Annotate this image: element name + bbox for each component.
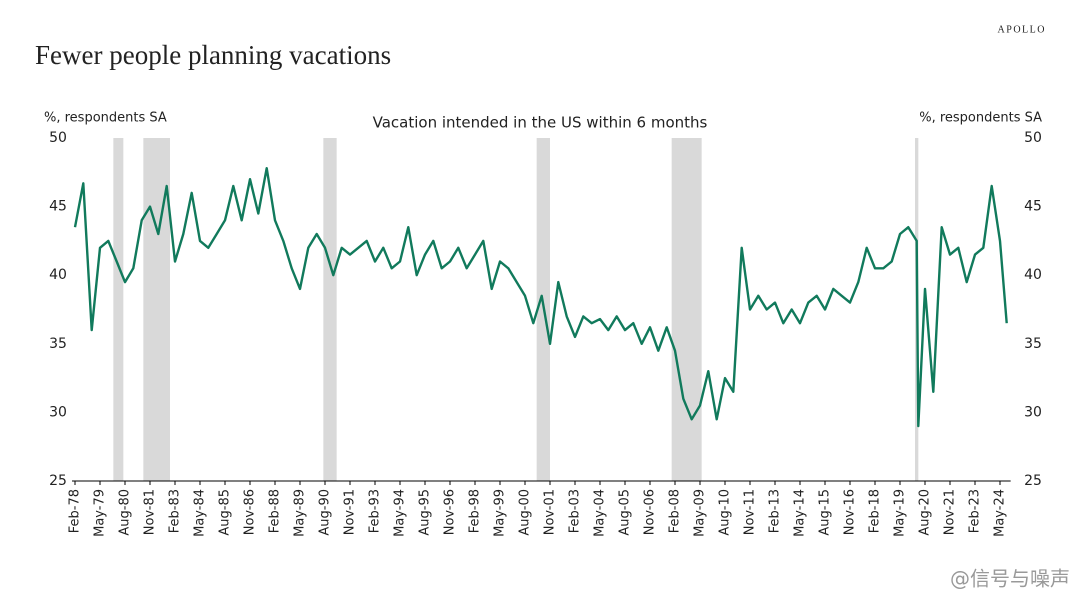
x-tick-label: Aug-90 [318,489,333,536]
brand: APOLLO [998,24,1046,35]
x-tick-label: Nov-21 [943,489,958,535]
x-tick-label: Nov-16 [843,489,858,535]
x-tick-label: Nov-11 [743,489,758,535]
x-tick-label: Nov-91 [343,489,358,535]
x-tick-label: Aug-10 [718,489,733,536]
y2-axis-label: %, respondents SA [919,111,1042,126]
chart-title: Fewer people planning vacations [35,40,391,70]
x-tick-label: Feb-93 [368,489,383,533]
y-tick-label: 25 [49,473,67,489]
recession-band [671,138,702,481]
x-tick-label: May-79 [93,489,108,537]
x-tick-label: May-09 [693,489,708,537]
x-tick-label: Feb-18 [868,489,883,533]
x-tick-label: Aug-20 [918,489,933,536]
chart-subtitle: Vacation intended in the US within 6 mon… [373,114,708,132]
x-tick-label: May-04 [593,489,608,537]
x-tick-label: Feb-03 [568,489,583,533]
x-tick-label: Feb-08 [668,489,683,533]
y-tick-label: 35 [49,336,67,352]
y2-tick-label: 25 [1024,473,1042,489]
x-tick-label: Aug-80 [118,489,133,536]
x-tick-label: Nov-06 [643,489,658,535]
y2-tick-label: 30 [1024,404,1042,420]
y-tick-label: 30 [49,404,67,420]
x-tick-label: Aug-00 [518,489,533,536]
data-line [73,167,1008,428]
y2-tick-label: 45 [1024,199,1042,215]
y2-tick-label: 35 [1024,336,1042,352]
recession-band [323,138,337,481]
recession-band [113,138,124,481]
x-tick-label: Aug-15 [818,489,833,536]
x-tick-label: Nov-81 [143,489,158,535]
x-tick-label: May-99 [493,489,508,537]
x-tick-label: Feb-13 [768,489,783,533]
x-tick-label: Aug-95 [418,489,433,536]
x-tick-label: May-14 [793,489,808,537]
x-tick-label: May-84 [193,489,208,537]
x-tick-label: May-89 [293,489,308,537]
x-tick-label: May-24 [993,489,1008,537]
x-tick-label: Feb-98 [468,489,483,533]
x-tick-label: Nov-96 [443,489,458,535]
y2-tick-label: 40 [1024,267,1042,283]
x-tick-label: May-19 [893,489,908,537]
y2-tick-label: 50 [1024,130,1042,146]
y-tick-label: 45 [49,199,67,215]
x-tick-label: Nov-86 [243,489,258,535]
x-tick-label: Aug-05 [618,489,633,536]
x-tick-label: Feb-78 [68,489,83,533]
x-tick-label: Feb-88 [268,489,283,533]
x-tick-label: Feb-83 [168,489,183,533]
watermark: @信号与噪声 [950,567,1070,591]
x-tick-label: May-94 [393,489,408,537]
x-tick-label: Aug-85 [218,489,233,536]
x-tick-label: Nov-01 [543,489,558,535]
y-tick-label: 40 [49,267,67,283]
y-axis-label: %, respondents SA [44,111,167,126]
y-tick-label: 50 [49,130,67,146]
x-tick-label: Feb-23 [968,489,983,533]
